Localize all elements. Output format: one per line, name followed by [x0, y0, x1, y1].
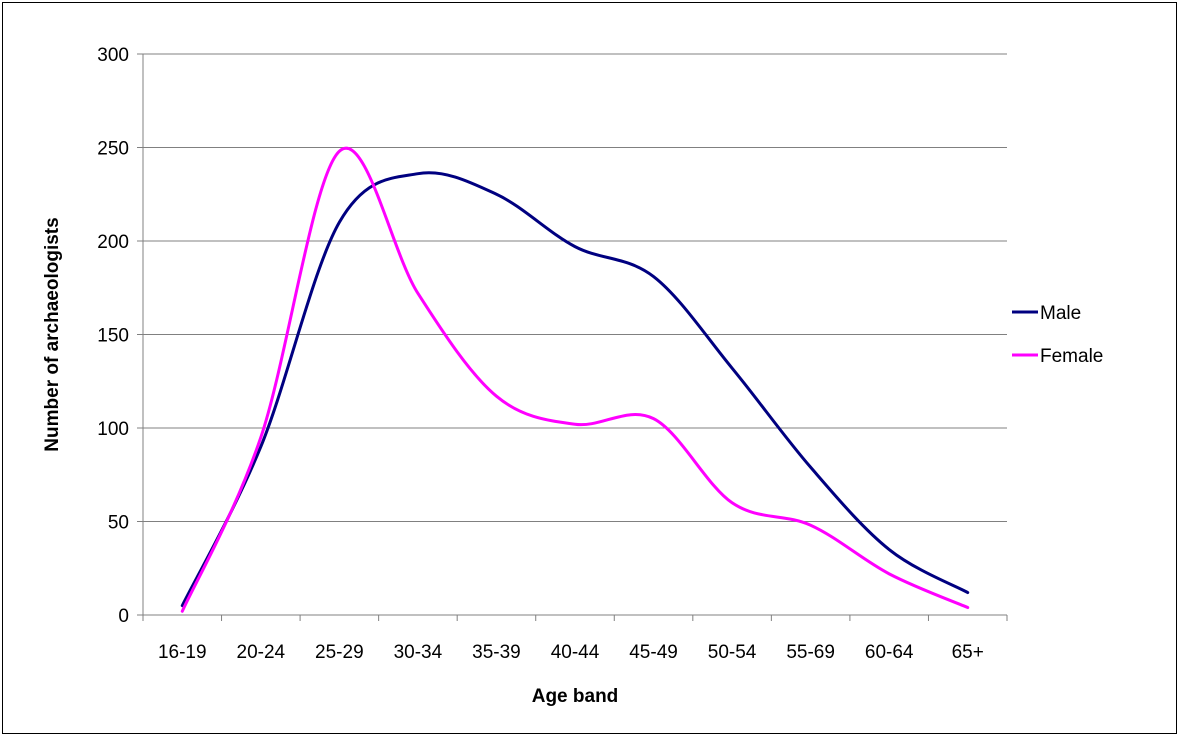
- x-tick-label: 40-44: [551, 642, 600, 663]
- y-tick-label: 50: [108, 513, 129, 534]
- axes: [137, 53, 1008, 621]
- legend-label-female: Female: [1040, 346, 1103, 367]
- y-tick-label: 300: [97, 45, 129, 66]
- y-axis-title: Number of archaeologists: [42, 217, 63, 451]
- y-tick-label: 0: [118, 606, 129, 627]
- x-axis-title: Age band: [532, 686, 619, 707]
- x-tick-label: 25-29: [315, 642, 364, 663]
- legend-label-male: Male: [1040, 303, 1081, 324]
- x-tick-label: 35-39: [472, 642, 521, 663]
- x-tick-label: 20-24: [237, 642, 286, 663]
- x-tick-label: 50-54: [708, 642, 757, 663]
- gridlines: [143, 53, 1007, 522]
- y-tick-label: 250: [97, 139, 129, 160]
- y-tick-label: 150: [97, 326, 129, 347]
- x-tick-label: 16-19: [158, 642, 207, 663]
- y-tick-label: 100: [97, 419, 129, 440]
- legend: Male Female: [1012, 303, 1103, 367]
- x-tick-label: 45-49: [629, 642, 678, 663]
- x-tick-label: 65+: [952, 642, 984, 663]
- x-tick-label: 55-69: [786, 642, 835, 663]
- y-tick-label: 200: [97, 232, 129, 253]
- series-line-female: [180, 146, 970, 613]
- tick-labels: 0 50 100 150 200 250 300 16-19 20-24 25-29 30-34 35…: [97, 45, 984, 663]
- series-line-male: [180, 171, 970, 608]
- series-lines: [180, 146, 970, 613]
- x-tick-label: 60-64: [865, 642, 914, 663]
- x-tick-label: 30-34: [394, 642, 443, 663]
